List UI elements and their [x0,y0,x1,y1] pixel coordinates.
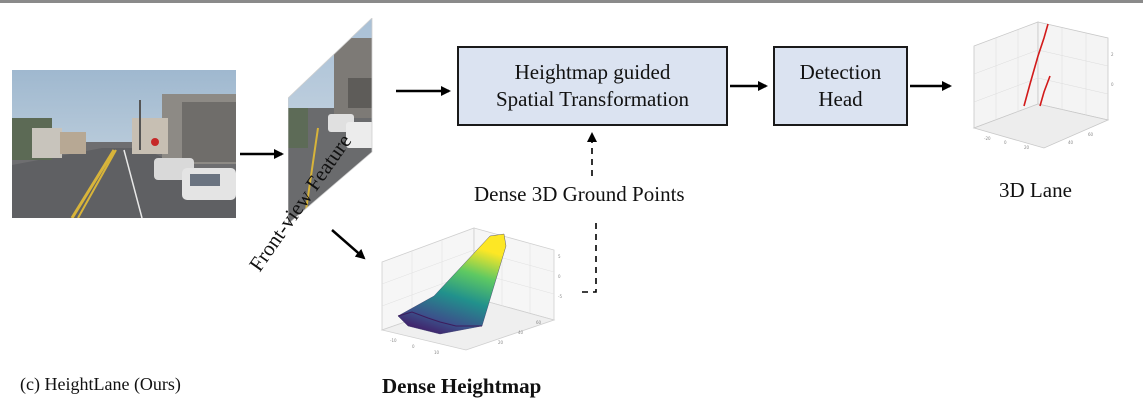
dense-heightmap-surface-plot: -10 0 10 20 40 60 5 0 -5 [380,227,562,355]
front-view-feature-map [288,18,373,225]
svg-text:20: 20 [498,340,504,345]
svg-text:0: 0 [1004,140,1007,145]
spatial-transform-line1: Heightmap guided [514,60,671,84]
svg-text:2: 2 [1111,52,1114,57]
heightmap-guided-spatial-transformation-box: Heightmap guided Spatial Transformation [457,46,728,126]
detection-head-line2: Head [818,87,863,111]
detection-head-line1: Detection [799,60,882,84]
svg-text:0: 0 [412,344,415,349]
svg-text:-20: -20 [984,136,991,141]
spatial-transform-line2: Spatial Transformation [495,87,690,111]
input-street-image [12,70,236,218]
dense-3d-ground-points-label: Dense 3D Ground Points [474,182,685,206]
svg-text:60: 60 [536,320,542,325]
svg-text:0: 0 [1111,82,1114,87]
feature-to-heightmap-arrow [331,229,366,260]
svg-text:40: 40 [518,330,524,335]
svg-text:40: 40 [1068,140,1074,145]
detection-head-box: Detection Head [773,46,908,126]
heightmap-to-ground-points-dashed [582,220,597,293]
figure-caption: (c) HeightLane (Ours) [20,374,181,394]
top-rule [0,0,1143,3]
3d-lane-label: 3D Lane [999,178,1072,202]
dense-heightmap-label: Dense Heightmap [382,374,542,398]
svg-text:60: 60 [1088,132,1094,137]
svg-text:10: 10 [434,350,440,355]
svg-text:20: 20 [1024,145,1030,150]
svg-text:-5: -5 [558,294,562,299]
svg-text:-10: -10 [390,338,397,343]
svg-text:5: 5 [558,254,561,259]
svg-text:0: 0 [558,274,561,279]
